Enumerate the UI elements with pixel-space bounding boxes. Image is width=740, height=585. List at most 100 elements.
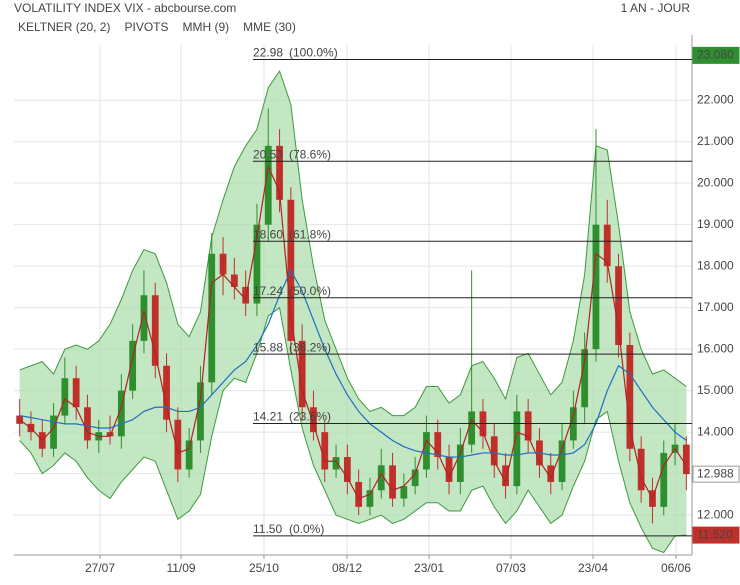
y-tick-label: 17.000 — [697, 300, 734, 314]
legend-entry: MME (30) — [243, 20, 296, 34]
candle-body — [558, 440, 566, 482]
pivot-pct: (0.0%) — [289, 522, 324, 536]
candle-body — [502, 465, 509, 487]
candle-body — [423, 432, 430, 470]
candle-body — [50, 415, 57, 449]
candle-body — [174, 419, 182, 470]
candle-body — [140, 295, 148, 341]
x-tick-label: 08/12 — [332, 561, 362, 575]
y-tick-label: 22.000 — [697, 92, 734, 106]
candle-body — [84, 407, 91, 441]
candle-body — [117, 390, 125, 437]
candle-body — [61, 378, 69, 416]
price-tag — [692, 526, 740, 544]
y-tick-label: 12.000 — [697, 507, 734, 521]
labels: 12.00013.00014.00015.00016.00017.00018.0… — [85, 46, 740, 575]
y-tick-label: 15.000 — [697, 383, 734, 397]
candle-body — [615, 266, 622, 346]
pivot-value: 11.50 — [253, 522, 282, 536]
pivot-value: 18.60 — [253, 227, 283, 241]
candle-body — [389, 465, 396, 499]
y-tick-label: 18.000 — [697, 258, 734, 272]
legend-entry: PIVOTS — [124, 20, 168, 34]
pivot-value: 20.53 — [253, 147, 283, 161]
candle-body — [468, 411, 476, 445]
candle-body — [581, 349, 589, 408]
price-tag — [692, 465, 740, 483]
x-tick-label: 23/04 — [578, 561, 608, 575]
candle-body — [185, 440, 193, 470]
candle-body — [343, 457, 351, 482]
candle-body — [242, 286, 250, 304]
candle-body — [321, 432, 329, 470]
x-tick-label: 23/01 — [414, 561, 444, 575]
candle-body — [72, 378, 80, 408]
lines — [19, 164, 687, 501]
candle-body — [163, 365, 170, 420]
candle-body — [637, 448, 645, 491]
candle-body — [456, 444, 464, 482]
legend-entry: MMH (9) — [183, 20, 230, 34]
legend: KELTNER (20, 2) PIVOTS MMH (9) MME (30) — [18, 20, 296, 34]
candle-body — [603, 224, 611, 267]
candle-body — [332, 457, 340, 470]
candle-body — [219, 253, 227, 275]
candle-body — [682, 444, 690, 475]
mmh-line — [19, 164, 687, 501]
keltner-fill — [19, 71, 687, 553]
price-tag — [692, 46, 740, 64]
pivots: 22.98 (100.0%) 20.53 (78.6%) 18.60 (61.8%) 17.… — [253, 46, 692, 537]
pivot-pct: (61.8%) — [289, 227, 331, 241]
pivot-pct: (50.0%) — [289, 284, 331, 298]
candle-body — [513, 411, 521, 487]
pivot-pct: (78.6%) — [289, 147, 331, 161]
x-tick-label: 27/07 — [85, 561, 115, 575]
candle-body — [355, 481, 363, 507]
candle-body — [298, 340, 306, 408]
price-tag-label: 11.520 — [697, 527, 733, 541]
candle-body — [524, 411, 532, 441]
pivot-pct: (38.2%) — [289, 340, 331, 354]
y-tick-label: 14.000 — [697, 424, 734, 438]
pivot-pct: (23.6%) — [289, 410, 331, 424]
keltner-upper — [19, 70, 687, 417]
candle-body — [253, 224, 261, 304]
x-tick-label: 06/06 — [661, 561, 691, 575]
y-tick-label: 16.000 — [697, 341, 734, 355]
candle-body — [490, 436, 498, 466]
pivot-value: 15.88 — [253, 340, 283, 354]
candle-body — [445, 457, 453, 482]
candle-body — [276, 145, 283, 200]
period: 1 AN - JOUR — [621, 1, 691, 15]
y-tick-label: 19.000 — [697, 217, 734, 231]
candle-body — [400, 486, 408, 499]
mme-line — [19, 268, 687, 458]
candle-body — [626, 345, 634, 449]
candle-body — [310, 407, 317, 433]
pivot-value: 22.98 — [253, 46, 283, 60]
y-tick-label: 21.000 — [697, 134, 734, 148]
band — [19, 70, 687, 554]
chart-title: VOLATILITY INDEX VIX - abcbourse.com — [14, 1, 236, 15]
price-tag-label: 12.988 — [697, 466, 734, 480]
keltner-lower — [19, 306, 687, 554]
candle-body — [547, 465, 555, 482]
x-tick-label: 07/03 — [496, 561, 526, 575]
candle-body — [411, 469, 419, 487]
candle-body — [264, 145, 272, 225]
price-tag-label: 23.080 — [697, 48, 734, 62]
candle-body — [434, 432, 442, 458]
pivot-value: 17.24 — [253, 284, 283, 298]
candle-body — [592, 224, 600, 350]
legend-entry: KELTNER (20, 2) — [18, 20, 110, 34]
candle-body — [377, 465, 385, 491]
pivot-pct: (100.0%) — [289, 46, 338, 60]
pivot-value: 14.21 — [253, 410, 283, 424]
candle-body — [230, 274, 238, 287]
x-tick-label: 11/09 — [166, 561, 195, 575]
candle-body — [106, 432, 114, 437]
candle-body — [208, 253, 216, 383]
candle-body — [129, 340, 137, 391]
candle-body — [366, 490, 374, 507]
